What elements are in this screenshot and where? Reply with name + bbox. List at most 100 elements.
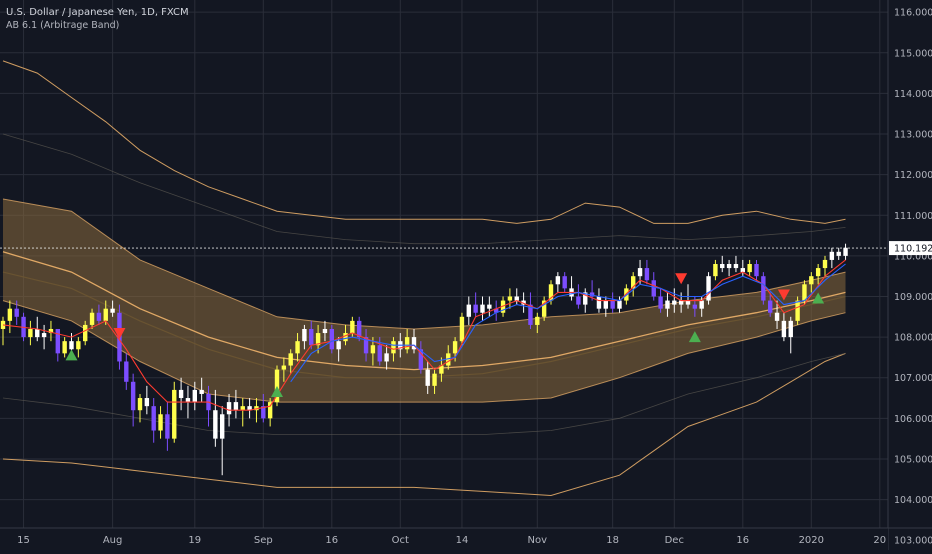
candle-body bbox=[247, 406, 252, 411]
candle-body bbox=[480, 304, 485, 313]
time-tick-label: 20 bbox=[873, 535, 886, 546]
signal-down-arrow-icon bbox=[113, 328, 126, 340]
candles bbox=[0, 243, 848, 476]
candle-body bbox=[432, 373, 437, 386]
candle-body bbox=[89, 312, 95, 325]
candle-body bbox=[302, 328, 307, 342]
candle-body bbox=[220, 414, 225, 439]
time-tick-label: 2020 bbox=[799, 535, 824, 546]
candle-body bbox=[843, 247, 848, 256]
candle-body bbox=[740, 268, 745, 273]
price-tick-label: 112.000 bbox=[894, 170, 932, 181]
envelope-line bbox=[2, 60, 846, 224]
candle-body bbox=[391, 341, 396, 354]
candle-body bbox=[124, 361, 129, 382]
last-price-tag bbox=[889, 241, 932, 256]
candle-body bbox=[829, 251, 835, 260]
candle-body bbox=[404, 337, 410, 350]
candle-body bbox=[631, 276, 636, 289]
signal-up-arrow-icon bbox=[65, 349, 78, 361]
candle-body bbox=[41, 333, 47, 338]
price-axis[interactable]: 116.000 115.000 114.000 113.000 112.000 111.0… bbox=[887, 0, 932, 550]
candle-body bbox=[507, 296, 513, 301]
candle-body bbox=[254, 406, 259, 411]
time-tick-label: Oct bbox=[392, 535, 409, 546]
ma-blue-line bbox=[290, 263, 846, 383]
candle-body bbox=[76, 341, 81, 350]
time-axis[interactable]: 15 Aug 19 Sep 16 Oct 14 Nov 18 Dec 16 2020 20 bbox=[0, 527, 932, 550]
candle-body bbox=[240, 406, 245, 411]
candle-body bbox=[233, 402, 239, 411]
candle-body bbox=[822, 259, 828, 269]
candle-body bbox=[761, 276, 766, 301]
candle-body bbox=[541, 300, 547, 317]
candle-body bbox=[281, 365, 287, 370]
candle-body bbox=[336, 341, 341, 350]
candle-body bbox=[309, 328, 314, 346]
price-tick-label: 110.000 bbox=[894, 251, 932, 262]
signal-up-arrow-icon bbox=[812, 292, 825, 304]
candle-body bbox=[425, 369, 430, 386]
candle-body bbox=[103, 308, 108, 321]
price-tick-label: 108.000 bbox=[894, 333, 932, 344]
candle-body bbox=[836, 251, 841, 256]
price-tick-label: 107.000 bbox=[894, 373, 932, 384]
candle-body bbox=[178, 389, 184, 399]
candle-body bbox=[672, 300, 677, 305]
price-tick-label: 104.000 bbox=[894, 495, 932, 506]
candle-body bbox=[706, 276, 711, 301]
band-upper-line bbox=[2, 198, 846, 330]
candle-body bbox=[514, 296, 519, 301]
candle-body bbox=[315, 333, 321, 346]
price-axis-background bbox=[888, 0, 932, 550]
candle-body bbox=[322, 328, 328, 334]
signal-arrows bbox=[65, 273, 825, 397]
candle-body bbox=[589, 292, 595, 297]
candle-body bbox=[583, 292, 588, 305]
candle-body bbox=[452, 341, 458, 354]
candle-body bbox=[185, 398, 191, 403]
candle-body bbox=[713, 264, 718, 277]
time-axis-background bbox=[0, 528, 888, 550]
candle-body bbox=[446, 353, 451, 366]
candle-body bbox=[795, 300, 800, 321]
candle-body bbox=[199, 389, 204, 394]
candle-body bbox=[733, 264, 739, 269]
candle-body bbox=[357, 320, 362, 338]
time-tick-label: Dec bbox=[665, 535, 684, 546]
candle-body bbox=[692, 304, 698, 309]
candle-body bbox=[62, 341, 67, 354]
candle-body bbox=[747, 264, 752, 273]
candle-body bbox=[261, 406, 266, 419]
price-tick-label: 111.000 bbox=[894, 211, 932, 222]
band-mid-line bbox=[2, 271, 846, 379]
price-tick-label: 103.000 bbox=[894, 536, 932, 547]
signal-down-arrow-icon bbox=[777, 289, 790, 301]
candle-body bbox=[637, 268, 643, 277]
candle-body bbox=[350, 320, 355, 334]
candle-body bbox=[384, 353, 389, 362]
price-tick-label: 114.000 bbox=[894, 89, 932, 100]
time-tick-label: Sep bbox=[254, 535, 273, 546]
candle-body bbox=[494, 308, 499, 313]
candle-body bbox=[781, 320, 787, 338]
candle-body bbox=[774, 312, 780, 321]
candle-body bbox=[678, 300, 684, 305]
candle-body bbox=[535, 316, 540, 325]
candle-body bbox=[788, 320, 793, 338]
candle-body bbox=[7, 308, 13, 321]
envelope-line bbox=[2, 353, 846, 435]
candle-body bbox=[809, 276, 814, 285]
candle-body bbox=[651, 280, 656, 297]
candle-body bbox=[377, 345, 382, 362]
outer-envelope-lines bbox=[2, 60, 846, 497]
last-price-label: 110.192 bbox=[894, 244, 932, 255]
candle-body bbox=[172, 389, 177, 439]
candle-body bbox=[603, 300, 608, 309]
time-tick-label: 16 bbox=[325, 535, 338, 546]
candle-body bbox=[473, 304, 478, 313]
candle-body bbox=[562, 276, 567, 289]
band-lower-line bbox=[2, 300, 846, 403]
